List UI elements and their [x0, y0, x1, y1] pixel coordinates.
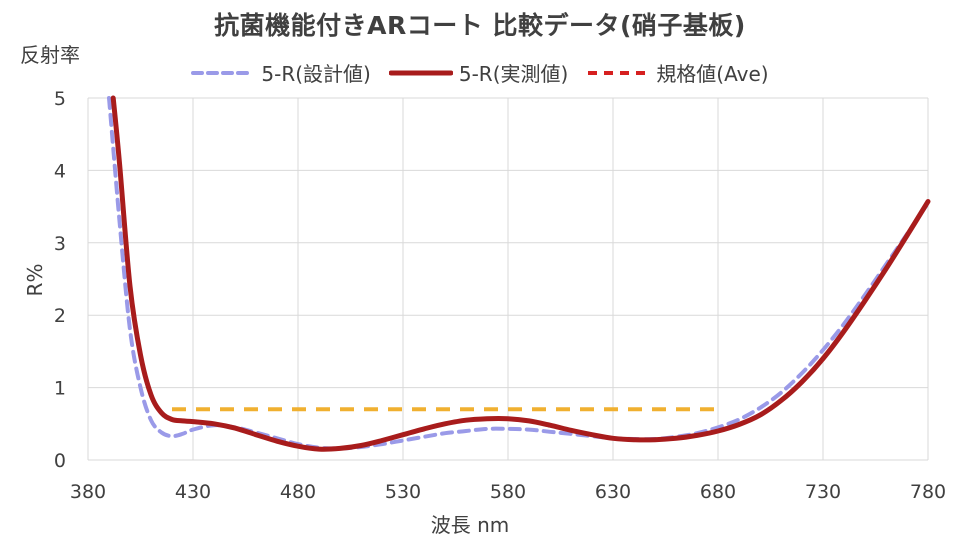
- x-tick-label-0: 380: [70, 481, 106, 503]
- y-tick-label-0: 0: [54, 450, 66, 472]
- legend-item-measured: 5-R(実測値): [388, 58, 569, 87]
- x-tick-label-4: 580: [490, 481, 526, 503]
- y-tick-label-3: 3: [54, 233, 66, 255]
- y-tick-label-2: 2: [54, 305, 66, 327]
- x-tick-label-6: 680: [700, 481, 736, 503]
- y-tick-label-5: 5: [54, 88, 66, 110]
- legend-item-design: 5-R(設計値): [191, 58, 371, 87]
- legend-swatch-measured: [388, 70, 453, 75]
- y-axis-top-label: 反射率: [20, 43, 80, 67]
- x-tick-label-2: 480: [280, 481, 316, 503]
- x-tick-label-5: 630: [595, 481, 631, 503]
- tick-labels: 380 430 480 530 580 630 680 730 780 0 1 2 3 4 5: [54, 88, 946, 503]
- x-tick-label-8: 780: [910, 481, 946, 503]
- x-tick-label-3: 530: [385, 481, 421, 503]
- legend-swatch-design: [191, 70, 256, 75]
- x-axis-label: 波長 nm: [431, 513, 510, 537]
- series-lines: [107, 95, 931, 452]
- y-tick-label-1: 1: [54, 378, 66, 400]
- legend-label-measured: 5-R(実測値): [458, 62, 569, 86]
- series-line-0: [107, 96, 930, 451]
- x-tick-label-1: 430: [175, 481, 211, 503]
- chart-title: 抗菌機能付きARコート 比較データ(硝子基板): [214, 11, 746, 40]
- legend-swatch-spec: [588, 70, 649, 75]
- legend-label-spec: 規格値(Ave): [656, 62, 769, 86]
- legend-label-design: 5-R(設計値): [261, 62, 371, 86]
- legend-item-spec: 規格値(Ave): [586, 58, 769, 87]
- series-line-1: [110, 95, 931, 452]
- y-tick-label-4: 4: [54, 160, 66, 182]
- grid-lines: [87, 97, 929, 461]
- x-tick-label-7: 730: [805, 481, 841, 503]
- legend: 5-R(設計値) 5-R(実測値) 規格値(Ave): [0, 58, 960, 87]
- y-axis-label: R%: [23, 264, 47, 297]
